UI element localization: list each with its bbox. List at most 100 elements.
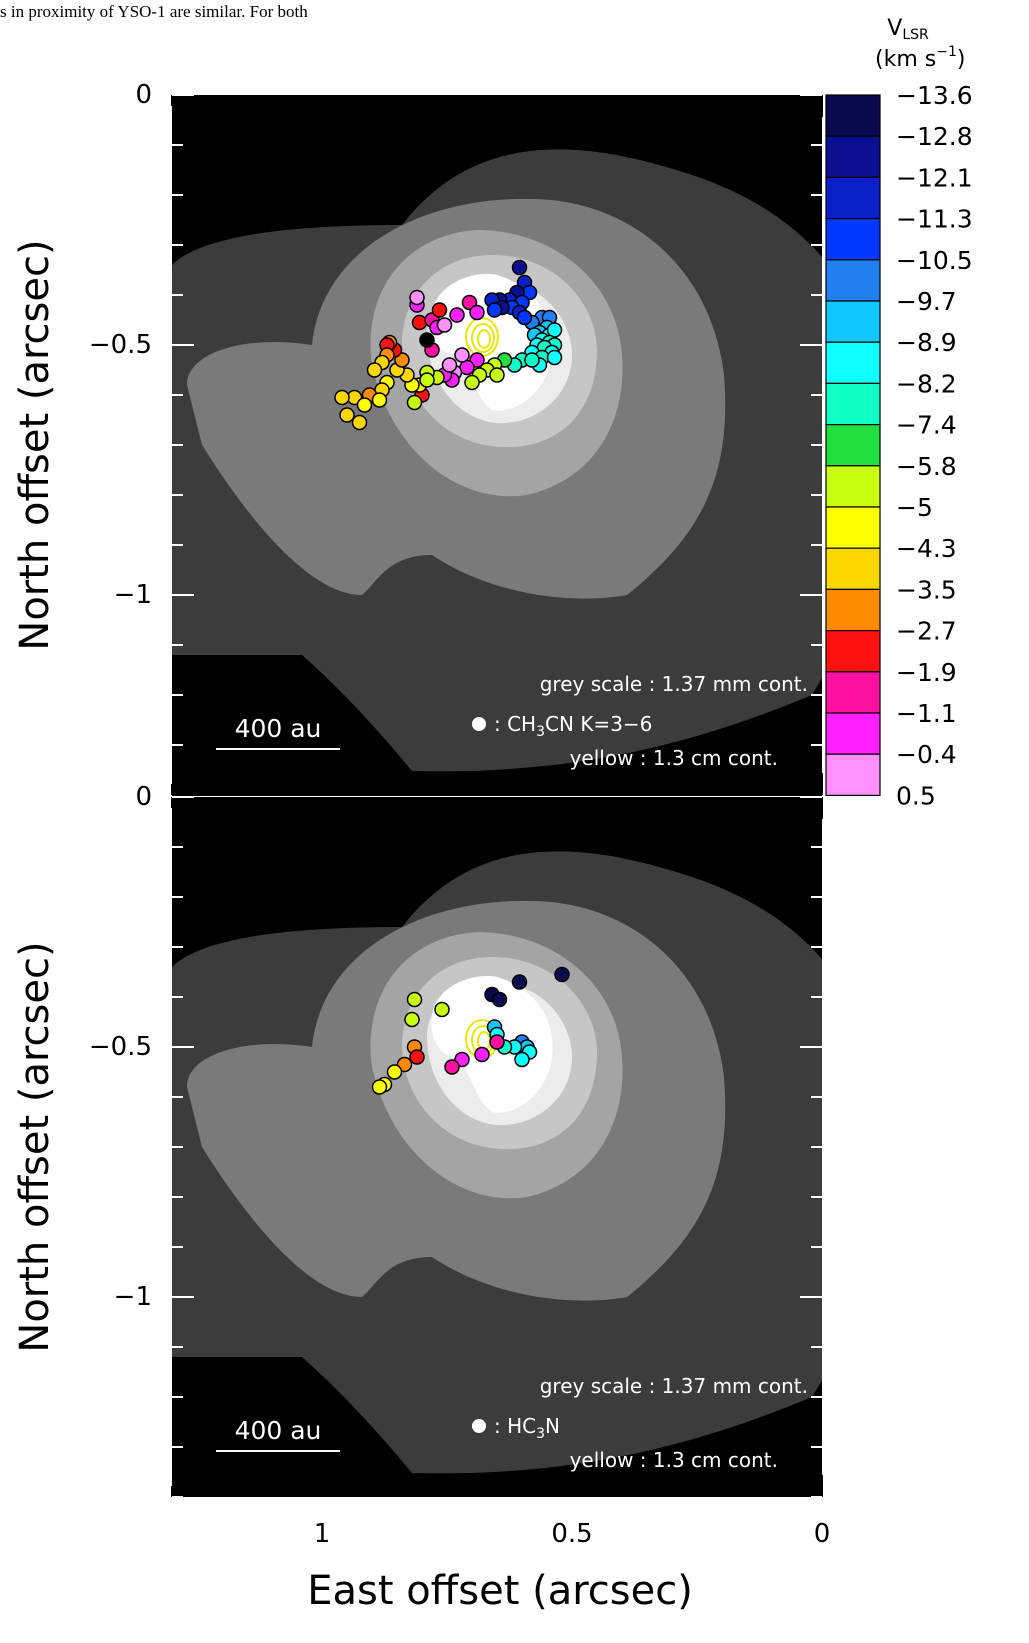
- top-panel: 400 au grey scale : 1.37 mm cont. : CH3C…: [12, 80, 823, 796]
- top-legend-yellow: yellow : 1.3 cm cont.: [570, 746, 778, 770]
- bottom-data-point: [409, 1049, 425, 1065]
- bottom-data-point: [511, 974, 528, 990]
- top-y-axis-label: North offset (arcsec): [12, 239, 58, 650]
- top-y-tick-label-0: 0: [135, 80, 152, 110]
- colorbar-label: −0.4: [896, 740, 957, 769]
- top-data-point: [406, 394, 423, 411]
- bottom-y-tick-label-1: −0.5: [89, 1032, 152, 1062]
- bottom-y-tick-label-0: 0: [135, 782, 152, 812]
- bottom-y-axis-label: North offset (arcsec): [12, 941, 58, 1352]
- bottom-points: [371, 966, 570, 1095]
- bottom-data-point: [489, 1034, 505, 1050]
- top-ticks: [171, 94, 823, 796]
- top-data-point: [409, 289, 425, 306]
- colorbar-title: VLSR: [887, 16, 929, 43]
- colorbar-label: −12.8: [896, 122, 973, 151]
- bottom-legend-marker-icon: [472, 1419, 486, 1433]
- colorbar-label: −5: [896, 493, 933, 522]
- colorbar-label: −1.1: [896, 699, 957, 728]
- top-y-tick-label-2: −1: [114, 580, 152, 610]
- colorbar-label: −11.3: [896, 205, 973, 234]
- bottom-data-point: [371, 1079, 388, 1095]
- colorbar-box: [825, 300, 881, 343]
- colorbar-label: −2.7: [896, 617, 957, 646]
- x-tick-label-05: 0.5: [551, 1519, 592, 1549]
- bottom-legend-yellow: yellow : 1.3 cm cont.: [570, 1448, 778, 1472]
- top-legend-grey: grey scale : 1.37 mm cont.: [540, 672, 808, 696]
- bottom-data-point: [386, 1064, 403, 1080]
- top-data-point: [469, 304, 485, 321]
- colorbar-box: [825, 259, 881, 302]
- x-axis-label: East offset (arcsec): [307, 1568, 693, 1614]
- top-data-point: [486, 302, 503, 318]
- colorbar-label: 0.5: [896, 781, 936, 810]
- colorbar-labels: −13.6 −12.8 −12.1 −11.3 −10.5 −9.7 −8.9 −8.2 −7.…: [896, 81, 973, 810]
- bottom-data-point: [434, 1001, 450, 1018]
- colorbar-label: −1.9: [896, 658, 957, 687]
- colorbar-box: [825, 671, 881, 714]
- colorbar-boxes: [825, 94, 881, 797]
- bottom-data-point: [406, 991, 423, 1008]
- top-data-point: [419, 332, 435, 348]
- top-points: [334, 259, 563, 431]
- top-text-fragment: s in proximity of YSO-1 are similar. For…: [0, 2, 308, 21]
- colorbar-label: −8.2: [896, 369, 957, 398]
- top-data-point: [454, 347, 470, 363]
- top-data-point: [524, 352, 540, 368]
- colorbar-box: [825, 465, 881, 508]
- top-data-point: [419, 372, 435, 388]
- colorbar-box: [825, 629, 881, 673]
- top-data-point: [411, 314, 428, 331]
- top-data-point: [436, 317, 453, 333]
- top-data-point: [334, 389, 350, 406]
- colorbar-label: −7.4: [896, 411, 957, 440]
- top-data-point: [366, 362, 383, 378]
- colorbar-box: [825, 176, 881, 220]
- bottom-data-point: [474, 1046, 490, 1063]
- colorbar-box: [825, 135, 881, 178]
- colorbar-label: −12.1: [896, 163, 973, 192]
- colorbar-box: [825, 588, 881, 632]
- top-scale-bar-label: 400 au: [235, 714, 322, 743]
- bottom-panel: 400 au grey scale : 1.37 mm cont. : HC3N…: [12, 782, 831, 1614]
- colorbar-label: −13.6: [896, 81, 973, 110]
- colorbar-label: −3.5: [896, 575, 957, 604]
- colorbar-label: −10.5: [896, 246, 973, 275]
- colorbar: VLSR (km s−1) −13.6 −12.8 −12.1 −11.3 −10.5 −…: [825, 16, 973, 810]
- top-data-point: [371, 392, 388, 408]
- colorbar-box: [825, 424, 881, 467]
- colorbar-box: [825, 94, 881, 137]
- top-data-point: [431, 302, 448, 318]
- top-y-tick-label-1: −0.5: [89, 330, 152, 360]
- top-data-point: [464, 374, 480, 391]
- colorbar-box: [825, 506, 881, 549]
- colorbar-units: (km s−1): [875, 44, 965, 72]
- top-data-point: [351, 414, 368, 431]
- x-tick-label-1: 1: [314, 1519, 331, 1549]
- bottom-data-point: [514, 1051, 530, 1068]
- colorbar-box: [825, 218, 881, 261]
- top-data-point: [511, 259, 528, 276]
- colorbar-label: −5.8: [896, 452, 957, 481]
- top-data-point: [356, 397, 373, 413]
- top-legend-marker: : CH3CN K=3−6: [494, 712, 652, 740]
- x-tick-label-0: 0: [814, 1519, 831, 1549]
- colorbar-box: [825, 712, 881, 755]
- colorbar-box: [825, 341, 881, 385]
- colorbar-box: [825, 547, 881, 591]
- top-data-point: [339, 407, 355, 423]
- top-data-point: [449, 307, 465, 323]
- top-data-point: [441, 357, 458, 373]
- bottom-data-point: [404, 1011, 420, 1028]
- bottom-data-point: [491, 991, 508, 1008]
- bottom-scale-bar-label: 400 au: [235, 1416, 322, 1445]
- bottom-y-tick-label-2: −1: [114, 1282, 152, 1312]
- top-data-point: [516, 309, 533, 326]
- bottom-legend-grey: grey scale : 1.37 mm cont.: [540, 1374, 808, 1398]
- top-legend-marker-icon: [472, 717, 486, 731]
- bottom-ticks: [171, 796, 823, 1498]
- bottom-data-point: [444, 1059, 460, 1075]
- colorbar-box: [825, 753, 881, 797]
- colorbar-label: −9.7: [896, 287, 957, 316]
